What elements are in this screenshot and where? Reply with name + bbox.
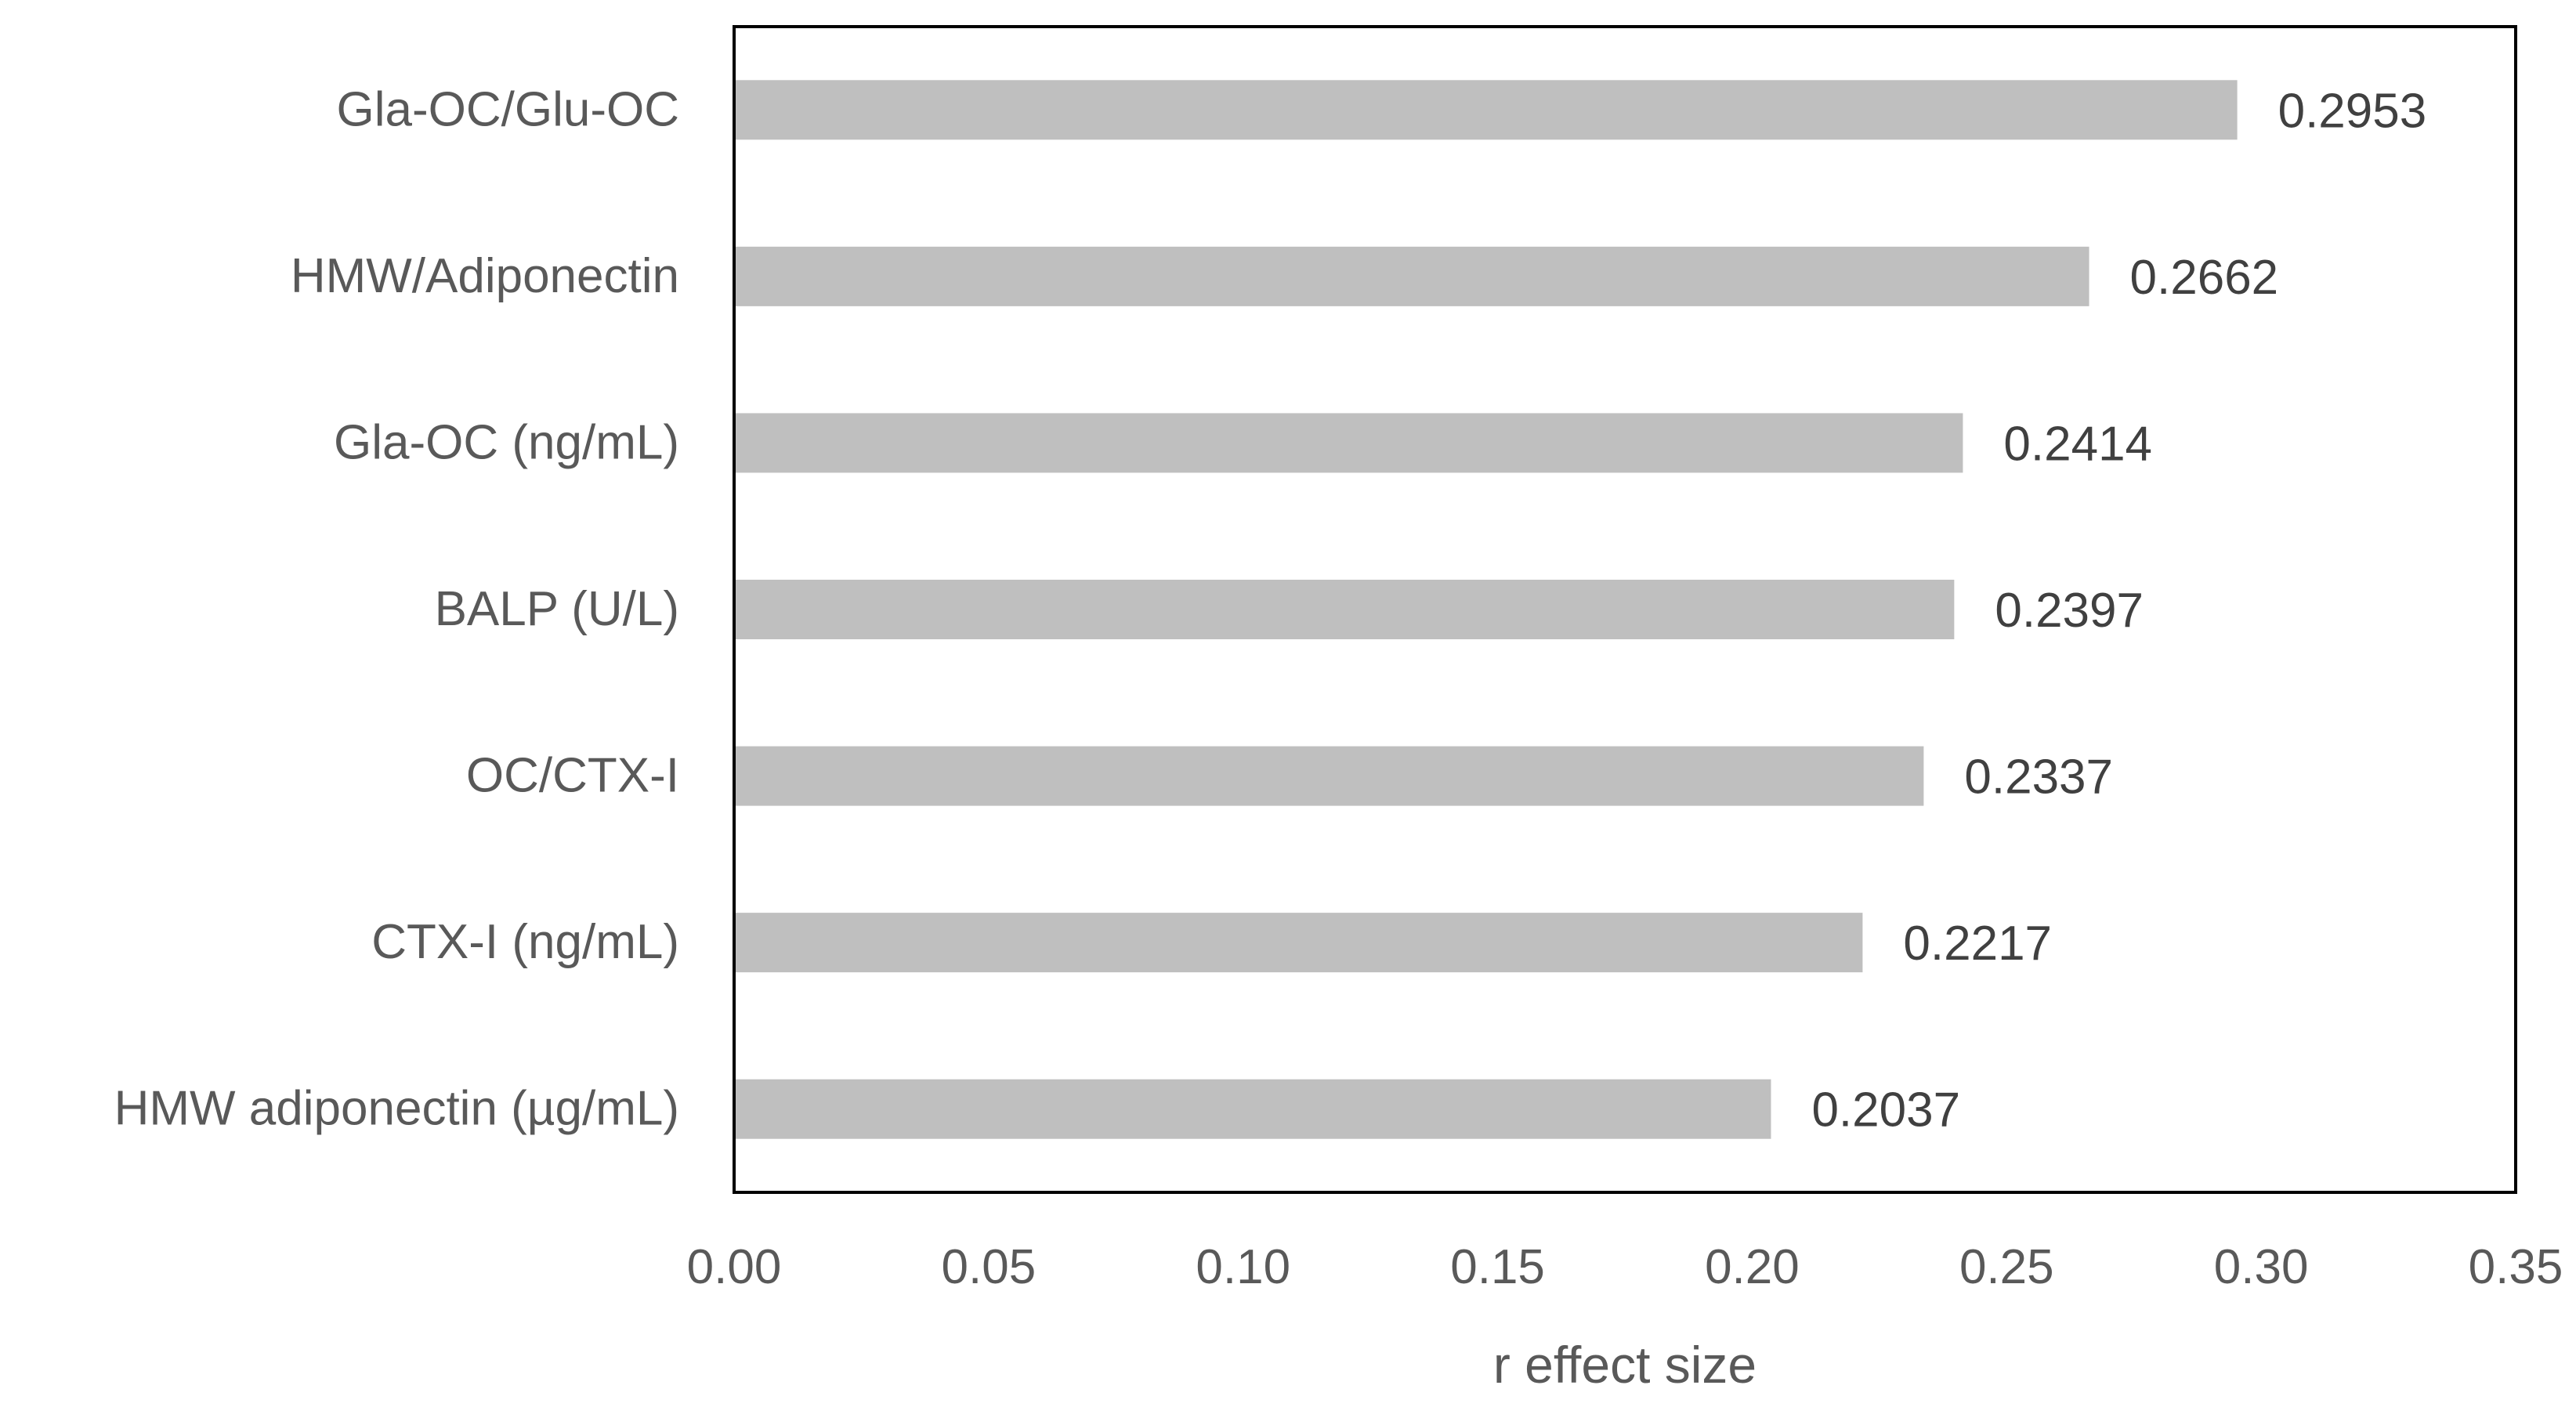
value-labels-layer: 0.2953 0.2662 0.2414 0.2397 0.2337 0.2217 0.20… bbox=[1811, 84, 2426, 1137]
x-tick-label: 0.10 bbox=[1196, 1240, 1290, 1294]
bar-gla-oc-glu-oc bbox=[734, 80, 2238, 140]
x-tick-label: 0.20 bbox=[1705, 1240, 1800, 1294]
plot-area-frame bbox=[733, 25, 2517, 1194]
value-label-oc-ctx-i: 0.2337 bbox=[1964, 751, 2113, 805]
value-label-hmw-adiponectin-g-ml: 0.2037 bbox=[1811, 1083, 1960, 1138]
category-label-hmw-adiponectin: HMW/Adiponectin bbox=[291, 249, 679, 303]
x-tick-label: 0.15 bbox=[1450, 1240, 1545, 1294]
bar-hmw-adiponectin bbox=[734, 246, 2089, 306]
category-label-ctx-i-ng-ml: CTX-I (ng/mL) bbox=[371, 915, 679, 969]
bars-layer bbox=[734, 80, 2238, 1139]
bar-hmw-adiponectin-g-ml bbox=[734, 1079, 1771, 1139]
x-tick-label: 0.00 bbox=[687, 1240, 782, 1294]
bar-ctx-i-ng-ml bbox=[734, 913, 1863, 973]
x-axis-title: r effect size bbox=[1493, 1336, 1757, 1394]
x-tick-label: 0.25 bbox=[1959, 1240, 2054, 1294]
x-tick-labels-layer: 0.00 0.05 0.10 0.15 0.20 0.25 0.30 0.35 bbox=[687, 1240, 2563, 1294]
x-tick-label: 0.30 bbox=[2214, 1240, 2309, 1294]
category-label-gla-oc-ng-ml: Gla-OC (ng/mL) bbox=[334, 415, 679, 469]
bar-balp-u-l bbox=[734, 580, 1955, 639]
x-tick-label: 0.05 bbox=[942, 1240, 1037, 1294]
x-tick-label: 0.35 bbox=[2469, 1240, 2563, 1294]
value-label-hmw-adiponectin: 0.2662 bbox=[2130, 251, 2279, 305]
bar-oc-ctx-i bbox=[734, 746, 1924, 806]
category-label-oc-ctx-i: OC/CTX-I bbox=[466, 749, 679, 803]
category-label-hmw-adiponectin-g-ml: HMW adiponectin (µg/mL) bbox=[114, 1082, 679, 1136]
category-label-gla-oc-glu-oc: Gla-OC/Glu-OC bbox=[337, 82, 679, 136]
bar-gla-oc-ng-ml bbox=[734, 413, 1963, 473]
category-label-balp-u-l: BALP (U/L) bbox=[435, 582, 679, 636]
value-label-balp-u-l: 0.2397 bbox=[1995, 584, 2144, 638]
value-label-ctx-i-ng-ml: 0.2217 bbox=[1903, 917, 2052, 971]
category-labels-layer: Gla-OC/Glu-OC HMW/Adiponectin Gla-OC (ng/m… bbox=[114, 82, 679, 1135]
value-label-gla-oc-ng-ml: 0.2414 bbox=[2003, 417, 2152, 471]
value-label-gla-oc-glu-oc: 0.2953 bbox=[2278, 84, 2427, 138]
